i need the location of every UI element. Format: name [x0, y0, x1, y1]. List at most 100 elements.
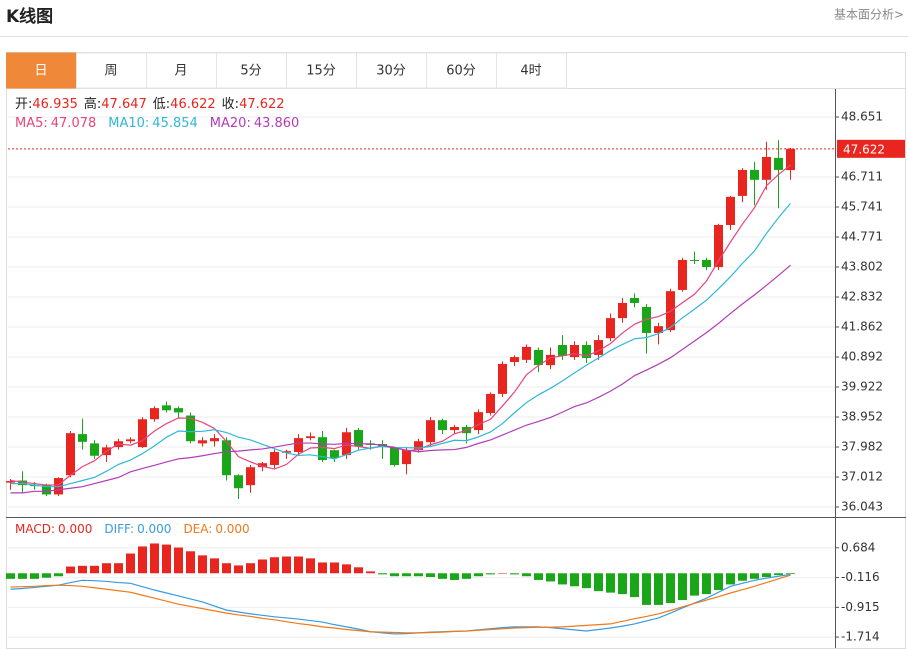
- ma-legend: MA5: 47.078 MA10: 45.854 MA20: 43.860: [15, 116, 299, 131]
- ohlc-value: 46.622: [170, 97, 216, 112]
- macd-bar: [114, 563, 123, 574]
- candle-body: [66, 433, 75, 476]
- candle-body: [210, 438, 219, 442]
- macd-bar: [66, 566, 75, 574]
- tab[interactable]: 60分: [426, 52, 497, 89]
- candle-body: [498, 363, 507, 394]
- candle-body: [294, 438, 303, 453]
- moving-average-line: [10, 202, 791, 488]
- ohlc-name: 收:: [222, 97, 239, 112]
- y-tick-label: 45.741: [841, 200, 883, 214]
- candle-body: [78, 434, 87, 442]
- candle-body: [678, 259, 687, 290]
- candle-body: [90, 443, 99, 456]
- macd-bar: [714, 573, 723, 591]
- macd-bar: [426, 573, 435, 577]
- candle-body: [714, 224, 723, 268]
- tab[interactable]: 15分: [286, 52, 357, 89]
- y-tick-label: 42.832: [841, 290, 883, 304]
- tab[interactable]: 30分: [356, 52, 427, 89]
- candle-body: [306, 436, 315, 439]
- tab[interactable]: 月: [146, 52, 217, 89]
- ohlc-name: 高:: [84, 96, 101, 112]
- candle-body: [246, 467, 255, 486]
- candle-body: [318, 437, 327, 461]
- macd-bar: [522, 573, 531, 577]
- macd-bar: [354, 567, 363, 574]
- tab-label: 月: [174, 64, 187, 79]
- candle-body: [450, 426, 459, 431]
- macd-bar: [198, 555, 207, 574]
- macd-bar: [378, 573, 387, 575]
- candle-body: [618, 302, 627, 319]
- macd-bar: [702, 573, 711, 595]
- macd-bar: [510, 573, 519, 575]
- tab-background: [6, 52, 77, 89]
- macd-legend: MACD: 0.000 DIFF: 0.000 DEA: 0.000: [15, 522, 250, 536]
- tab-label: 日: [34, 64, 47, 79]
- macd-bar: [486, 573, 495, 575]
- candle-body: [786, 148, 795, 171]
- tab[interactable]: 4时: [496, 52, 567, 89]
- fundamentals-link[interactable]: 基本面分析>: [834, 8, 904, 22]
- legend-name: DIFF:: [104, 522, 134, 536]
- legend-value: 43.860: [254, 116, 300, 131]
- macd-bar: [30, 573, 39, 579]
- tab-label: 周: [104, 64, 117, 79]
- tab-background: [76, 52, 147, 89]
- legend-value: 0.000: [215, 522, 249, 536]
- tab-background: [496, 52, 567, 89]
- ohlc-value: 47.647: [101, 97, 147, 112]
- ohlc-value: 46.935: [32, 97, 78, 112]
- macd-bar: [414, 573, 423, 577]
- tab[interactable]: 周: [76, 52, 147, 89]
- tab-label: 15分: [306, 64, 336, 79]
- candle-body: [162, 405, 171, 411]
- macd-bar: [258, 559, 267, 574]
- macd-bar: [558, 573, 567, 585]
- y-tick-label: 36.043: [841, 500, 883, 514]
- macd-bar: [774, 573, 783, 576]
- macd-bar: [186, 551, 195, 574]
- macd-bar: [90, 565, 99, 574]
- tab[interactable]: 5分: [216, 52, 287, 89]
- candle-body: [270, 452, 279, 466]
- macd-bar: [54, 573, 63, 577]
- macd-bar: [402, 573, 411, 577]
- candle-body: [414, 441, 423, 451]
- macd-bar: [318, 562, 327, 574]
- legend-value: 0.000: [137, 522, 171, 536]
- candle-body: [174, 408, 183, 413]
- candle-body: [774, 157, 783, 170]
- candle-body: [282, 451, 291, 453]
- candle-body: [738, 169, 747, 196]
- candle-body: [222, 440, 231, 476]
- legend-name: MA20:: [210, 116, 251, 131]
- candle-body: [138, 419, 147, 448]
- macd-bar: [246, 563, 255, 574]
- widget-title: K线图: [6, 6, 53, 27]
- tab[interactable]: 日: [6, 52, 77, 89]
- legend-name: MA10:: [108, 116, 149, 131]
- macd-bar: [738, 573, 747, 581]
- candle-body: [582, 345, 591, 359]
- candle-body: [426, 420, 435, 443]
- y-tick-label: 37.982: [841, 440, 883, 454]
- macd-bar: [150, 543, 159, 574]
- macd-bar: [210, 558, 219, 574]
- y-tick-label: 44.771: [841, 230, 883, 244]
- y-tick-label: 40.892: [841, 350, 883, 364]
- macd-bar: [270, 557, 279, 574]
- y-tick-label: -0.915: [841, 600, 880, 614]
- ohlc-value: 47.622: [239, 97, 285, 112]
- macd-bar: [438, 573, 447, 579]
- macd-bar: [330, 562, 339, 574]
- candle-body: [390, 447, 399, 466]
- macd-bar: [618, 573, 627, 595]
- legend-value: 45.854: [152, 116, 198, 131]
- macd-bar: [234, 565, 243, 574]
- candle-body: [594, 340, 603, 355]
- ohlc-info: 开:46.935 高:47.647 低:46.622 收:47.622: [15, 96, 285, 112]
